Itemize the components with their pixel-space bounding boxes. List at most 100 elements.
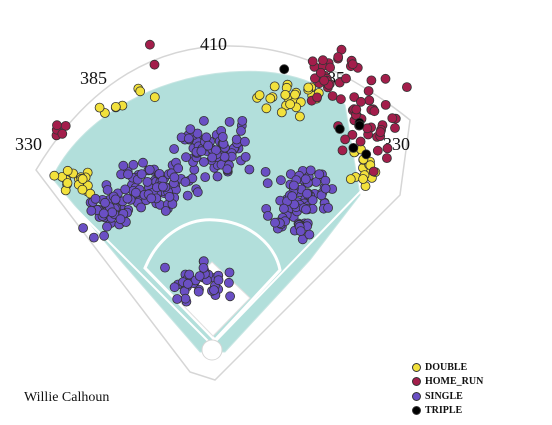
hit-point-home-run xyxy=(351,104,362,115)
hit-point-double xyxy=(294,111,305,122)
hit-point-home-run xyxy=(317,55,328,66)
hit-point-single xyxy=(192,128,203,139)
hit-point-single xyxy=(198,157,209,167)
hit-point-single xyxy=(213,275,224,286)
hit-point-single xyxy=(323,202,334,213)
hit-point-single xyxy=(115,214,126,225)
hit-point-single xyxy=(236,125,246,136)
legend-label-double: DOUBLE xyxy=(425,361,468,373)
hit-point-single xyxy=(184,269,195,280)
hit-point-double xyxy=(62,165,73,176)
hit-point-double xyxy=(77,184,88,195)
hit-point-single xyxy=(142,176,153,187)
distance-label-cf: 410 xyxy=(200,34,227,54)
hit-point-home-run xyxy=(319,75,330,86)
hit-point-single xyxy=(118,160,129,171)
hit-point-home-run xyxy=(341,73,351,84)
outfield-wall xyxy=(35,45,411,381)
hit-point-single xyxy=(244,164,255,175)
hit-point-home-run xyxy=(149,59,160,70)
hit-point-single xyxy=(169,172,180,183)
hit-point-single xyxy=(225,291,236,302)
hit-point-single xyxy=(173,163,184,174)
hit-point-single xyxy=(222,164,233,175)
hit-point-single xyxy=(198,262,209,273)
hit-point-single xyxy=(194,271,205,282)
hit-point-single xyxy=(160,206,171,216)
hit-point-single xyxy=(122,193,133,204)
hit-point-single xyxy=(200,172,211,183)
player-name: Willie Calhoun xyxy=(24,390,110,405)
hit-point-single xyxy=(100,197,110,208)
hit-points xyxy=(49,39,412,307)
hit-point-single xyxy=(183,133,194,144)
hit-point-single xyxy=(90,193,101,204)
hit-point-single xyxy=(102,221,112,232)
hit-point-single xyxy=(128,159,139,170)
hit-point-home-run xyxy=(369,106,380,117)
hit-point-single xyxy=(185,124,196,135)
hit-point-single xyxy=(192,187,203,198)
hit-point-single xyxy=(320,183,331,194)
hit-point-single xyxy=(217,132,228,142)
hit-point-single xyxy=(288,180,299,191)
hit-point-single xyxy=(78,223,88,233)
hit-point-home-run xyxy=(375,127,386,138)
hit-point-triple xyxy=(334,124,345,134)
hit-point-home-run xyxy=(401,82,412,92)
distance-label-lf: 330 xyxy=(15,134,42,154)
hit-point-single xyxy=(239,136,250,147)
legend: DOUBLE HOME_RUN SINGLE TRIPLE xyxy=(412,360,483,418)
hit-point-single xyxy=(136,169,147,180)
legend-swatch-triple xyxy=(412,406,421,416)
hit-point-single xyxy=(301,204,311,215)
hit-point-home-run xyxy=(390,123,400,133)
hit-point-triple xyxy=(354,120,365,131)
hit-point-single xyxy=(120,184,131,195)
hit-point-single xyxy=(295,226,306,237)
hit-point-home-run xyxy=(387,113,398,124)
hit-point-triple xyxy=(279,64,290,75)
hit-point-single xyxy=(110,194,121,205)
hit-point-home-run xyxy=(380,100,391,110)
hit-point-home-run xyxy=(57,128,68,139)
hit-point-double xyxy=(265,93,276,104)
hit-point-single xyxy=(144,164,155,175)
hit-point-single xyxy=(198,116,209,126)
legend-item-home-run: HOME_RUN xyxy=(412,375,483,390)
hit-point-home-run xyxy=(347,59,358,70)
hit-point-home-run xyxy=(327,91,338,101)
hit-point-single xyxy=(164,191,175,202)
hit-point-single xyxy=(203,140,214,151)
legend-swatch-single xyxy=(412,391,421,401)
hit-point-single xyxy=(102,185,113,195)
legend-swatch-home-run xyxy=(412,377,421,387)
hit-point-single xyxy=(275,175,286,186)
hit-point-single xyxy=(180,293,191,304)
hit-point-single xyxy=(209,285,219,296)
hit-point-double xyxy=(358,174,369,184)
hit-point-home-run xyxy=(144,39,155,50)
hit-point-double xyxy=(303,82,314,93)
hit-point-double xyxy=(254,90,265,100)
hit-point-single xyxy=(224,267,235,278)
hit-point-single xyxy=(223,277,234,288)
hit-point-double xyxy=(345,174,356,185)
home-plate-area xyxy=(201,339,223,361)
hit-point-single xyxy=(146,193,157,204)
hit-point-single xyxy=(138,157,148,168)
hit-point-double xyxy=(110,102,121,112)
hit-point-single xyxy=(212,171,223,182)
hit-point-home-run xyxy=(333,52,344,62)
hit-point-single xyxy=(201,132,212,143)
hit-point-home-run xyxy=(364,95,375,106)
hit-point-single xyxy=(302,188,313,199)
hit-point-single xyxy=(196,146,207,157)
legend-label-single: SINGLE xyxy=(425,390,463,402)
hit-point-home-run xyxy=(363,86,374,96)
hit-point-single xyxy=(287,191,298,202)
hit-point-single xyxy=(182,190,193,201)
hit-point-single xyxy=(193,286,204,297)
hit-point-single xyxy=(240,151,251,162)
